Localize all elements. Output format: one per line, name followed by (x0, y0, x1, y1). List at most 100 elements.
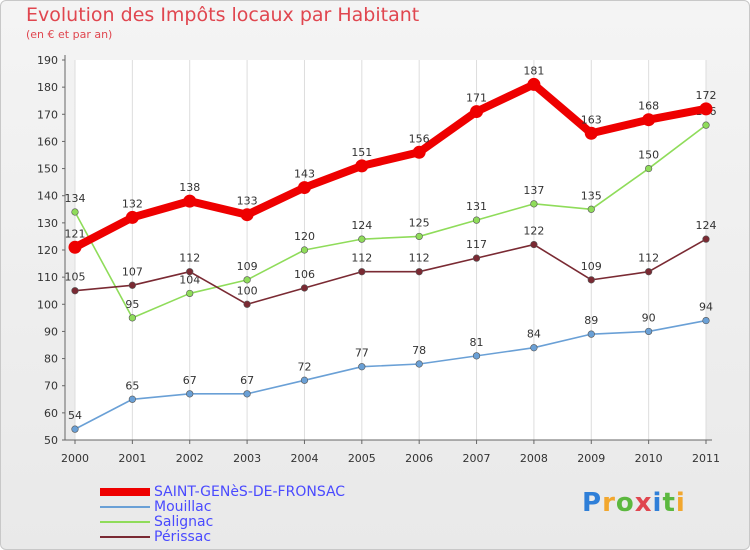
data-label: 67 (240, 374, 254, 387)
data-point (470, 105, 484, 119)
x-tick-label: 2005 (348, 452, 376, 465)
legend-swatch (100, 488, 150, 496)
data-label: 172 (696, 89, 717, 102)
data-point (530, 344, 538, 352)
data-label: 109 (581, 260, 602, 273)
data-label: 121 (65, 227, 86, 240)
x-tick-label: 2006 (405, 452, 433, 465)
logo-letter: i (652, 488, 663, 518)
series-line-salignac (74, 124, 707, 319)
logo-letter: P (582, 488, 603, 518)
data-point (530, 200, 538, 208)
x-tick-label: 2007 (463, 452, 491, 465)
logo-letter: o (615, 488, 635, 518)
data-point (240, 208, 254, 222)
data-label: 107 (122, 265, 143, 278)
data-label: 67 (183, 374, 197, 387)
y-tick-label: 150 (37, 163, 58, 176)
x-tick-label: 2008 (520, 452, 548, 465)
data-label: 132 (122, 197, 143, 210)
legend-label: SAINT-GENèS-DE-FRONSAC (154, 484, 346, 500)
data-point (358, 235, 366, 243)
logo-letter: r (602, 488, 616, 518)
data-point (71, 425, 79, 433)
data-point (68, 240, 82, 254)
data-point (415, 268, 423, 276)
y-tick-label: 170 (37, 108, 58, 121)
data-point (645, 268, 653, 276)
data-label: 122 (523, 225, 544, 238)
data-label: 151 (351, 146, 372, 159)
data-point (587, 276, 595, 284)
data-label: 171 (466, 92, 487, 105)
data-point (71, 287, 79, 295)
data-point (300, 284, 309, 292)
data-point (472, 254, 481, 262)
data-label: 106 (294, 268, 315, 281)
x-tick-label: 2011 (692, 452, 720, 465)
data-point (587, 330, 595, 338)
data-label: 81 (470, 336, 484, 349)
data-label: 181 (523, 64, 544, 77)
data-label: 120 (294, 230, 315, 243)
series-line-p-rissac (74, 238, 707, 306)
data-point (128, 281, 136, 289)
data-point (243, 300, 251, 308)
series-line-mouillac (74, 319, 707, 430)
data-point (415, 232, 423, 241)
y-tick-label: 70 (44, 380, 58, 393)
data-label: 105 (65, 271, 86, 284)
legend-swatch (100, 521, 150, 523)
data-label: 163 (581, 113, 602, 126)
data-label: 90 (642, 311, 656, 324)
data-label: 143 (294, 168, 315, 181)
data-point (128, 395, 136, 403)
data-label: 112 (409, 252, 430, 265)
y-tick-label: 60 (44, 407, 58, 420)
data-point (243, 276, 251, 284)
data-label: 168 (638, 100, 659, 113)
data-point (358, 268, 366, 276)
data-point (300, 376, 309, 384)
data-label: 94 (699, 301, 713, 314)
data-label: 78 (412, 344, 426, 357)
data-label: 124 (351, 219, 372, 232)
data-point (645, 327, 653, 336)
proxiti-logo: Proxiti (582, 488, 686, 518)
x-tick-label: 2010 (635, 452, 663, 465)
x-tick-label: 2004 (290, 452, 318, 465)
data-label: 112 (351, 252, 372, 265)
logo-letter: x (634, 488, 653, 518)
data-label: 124 (696, 219, 717, 232)
data-label: 156 (409, 132, 430, 145)
data-label: 89 (584, 314, 598, 327)
legend-label: Périssac (154, 529, 212, 545)
data-label: 133 (237, 195, 258, 208)
y-tick-label: 50 (44, 434, 58, 447)
data-point (584, 126, 598, 140)
data-label: 138 (179, 181, 200, 194)
data-label: 137 (523, 184, 544, 197)
data-point (355, 159, 369, 173)
data-point (472, 216, 481, 224)
chart-subtitle: (en € et par an) (26, 28, 113, 41)
data-label: 104 (179, 273, 200, 286)
data-label: 65 (125, 379, 139, 392)
chart-title: Evolution des Impôts locaux par Habitant (26, 4, 420, 26)
x-tick-label: 2002 (176, 452, 204, 465)
data-point (300, 246, 309, 254)
data-point (125, 210, 139, 224)
y-tick-label: 140 (37, 190, 58, 203)
y-tick-label: 80 (44, 353, 58, 366)
data-label: 134 (65, 192, 86, 205)
data-label: 109 (237, 260, 258, 273)
data-label: 112 (179, 252, 200, 265)
data-label: 117 (466, 238, 487, 251)
data-label: 95 (125, 298, 139, 311)
data-point (702, 235, 710, 243)
data-point (587, 205, 595, 213)
data-label: 125 (409, 216, 430, 229)
y-tick-label: 100 (37, 298, 58, 311)
y-tick-label: 120 (37, 244, 58, 257)
x-tick-label: 2000 (61, 452, 89, 465)
